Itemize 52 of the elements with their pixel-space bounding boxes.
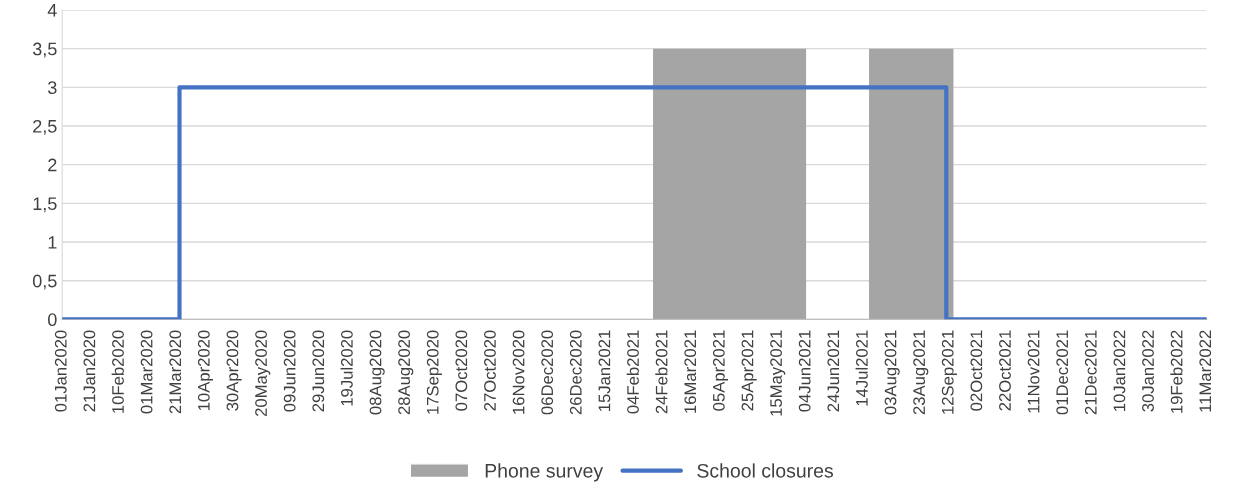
x-tick-label: 11Mar2022 bbox=[1199, 330, 1212, 412]
x-tick-label: 21Dec2021 bbox=[1084, 330, 1097, 415]
x-tick-label: 10Feb2020 bbox=[111, 330, 124, 413]
x-tick-label: 23Aug2021 bbox=[913, 330, 929, 415]
x-tick-label: 01Jan2020 bbox=[54, 330, 67, 412]
x-tick-label: 15May2021 bbox=[770, 330, 786, 416]
y-tick-label: 0 bbox=[48, 313, 57, 327]
x-tick-label: 05Apr2021 bbox=[712, 330, 729, 411]
x-tick-label: 09Jun2020 bbox=[283, 330, 296, 412]
x-tick-label: 19Feb2022 bbox=[1170, 330, 1183, 413]
x-tick-label: 01Dec2021 bbox=[1056, 330, 1069, 415]
x-tick-label: 26Dec2020 bbox=[569, 330, 582, 415]
x-tick-label: 06Dec2020 bbox=[541, 330, 554, 415]
x-tick-label: 01Mar2020 bbox=[140, 330, 153, 414]
x-tick-label: 10Jan2022 bbox=[1113, 330, 1126, 411]
x-tick-label: 30Jan2022 bbox=[1142, 330, 1154, 412]
x-tick-label: 30Apr2020 bbox=[226, 330, 242, 411]
x-tick-label: 24Feb2021 bbox=[655, 330, 668, 414]
x-tick-label: 15Jan2021 bbox=[598, 330, 611, 411]
x-tick-label: 27Oct2020 bbox=[484, 330, 496, 411]
x-tick-label: 08Aug2020 bbox=[369, 330, 385, 415]
x-tick-label: 20May2020 bbox=[255, 330, 271, 417]
x-tick-label: 19Jul2020 bbox=[340, 330, 353, 406]
x-tick-label: 04Jun2021 bbox=[798, 330, 811, 412]
x-tick-label: 16Mar2021 bbox=[684, 330, 697, 413]
y-tick-label: 1 bbox=[48, 236, 57, 249]
x-tick-label: 03Aug2021 bbox=[884, 330, 900, 415]
x-tick-label: 04Feb2021 bbox=[626, 330, 639, 414]
x-tick-label: 21Mar2020 bbox=[169, 330, 182, 414]
x-tick-label: 16Nov2020 bbox=[512, 330, 525, 414]
y-tick-label: 1,5 bbox=[33, 197, 57, 213]
x-tick-label: 07Oct2020 bbox=[455, 330, 468, 411]
y-tick-label: 2,5 bbox=[33, 119, 57, 135]
x-tick-label: 25Apr2021 bbox=[741, 330, 757, 411]
x-tick-label: 17Sep2020 bbox=[426, 330, 442, 414]
y-tick-label: 3 bbox=[47, 81, 57, 95]
y-tick-label: 2 bbox=[48, 158, 57, 172]
legend-label: School closures bbox=[697, 463, 833, 478]
y-tick-label: 3,5 bbox=[32, 42, 57, 58]
y-tick-label: 4 bbox=[47, 4, 57, 17]
x-tick-label: 12Sep2021 bbox=[941, 330, 957, 414]
legend-label: Phone survey bbox=[485, 463, 604, 482]
x-tick-label: 22Oct2021 bbox=[999, 330, 1011, 411]
x-tick-label: 10Apr2020 bbox=[197, 330, 214, 411]
x-tick-label: 11Nov2021 bbox=[1027, 330, 1040, 413]
x-tick-label: 14Jul2021 bbox=[855, 330, 868, 406]
x-tick-label: 28Aug2020 bbox=[398, 330, 414, 415]
x-tick-label: 02Oct2021 bbox=[970, 330, 983, 411]
y-tick-label: 0,5 bbox=[32, 274, 57, 290]
x-tick-label: 24Jun2021 bbox=[827, 330, 840, 412]
x-tick-label: 21Jan2020 bbox=[83, 330, 96, 412]
x-tick-label: 29Jun2020 bbox=[312, 330, 325, 412]
